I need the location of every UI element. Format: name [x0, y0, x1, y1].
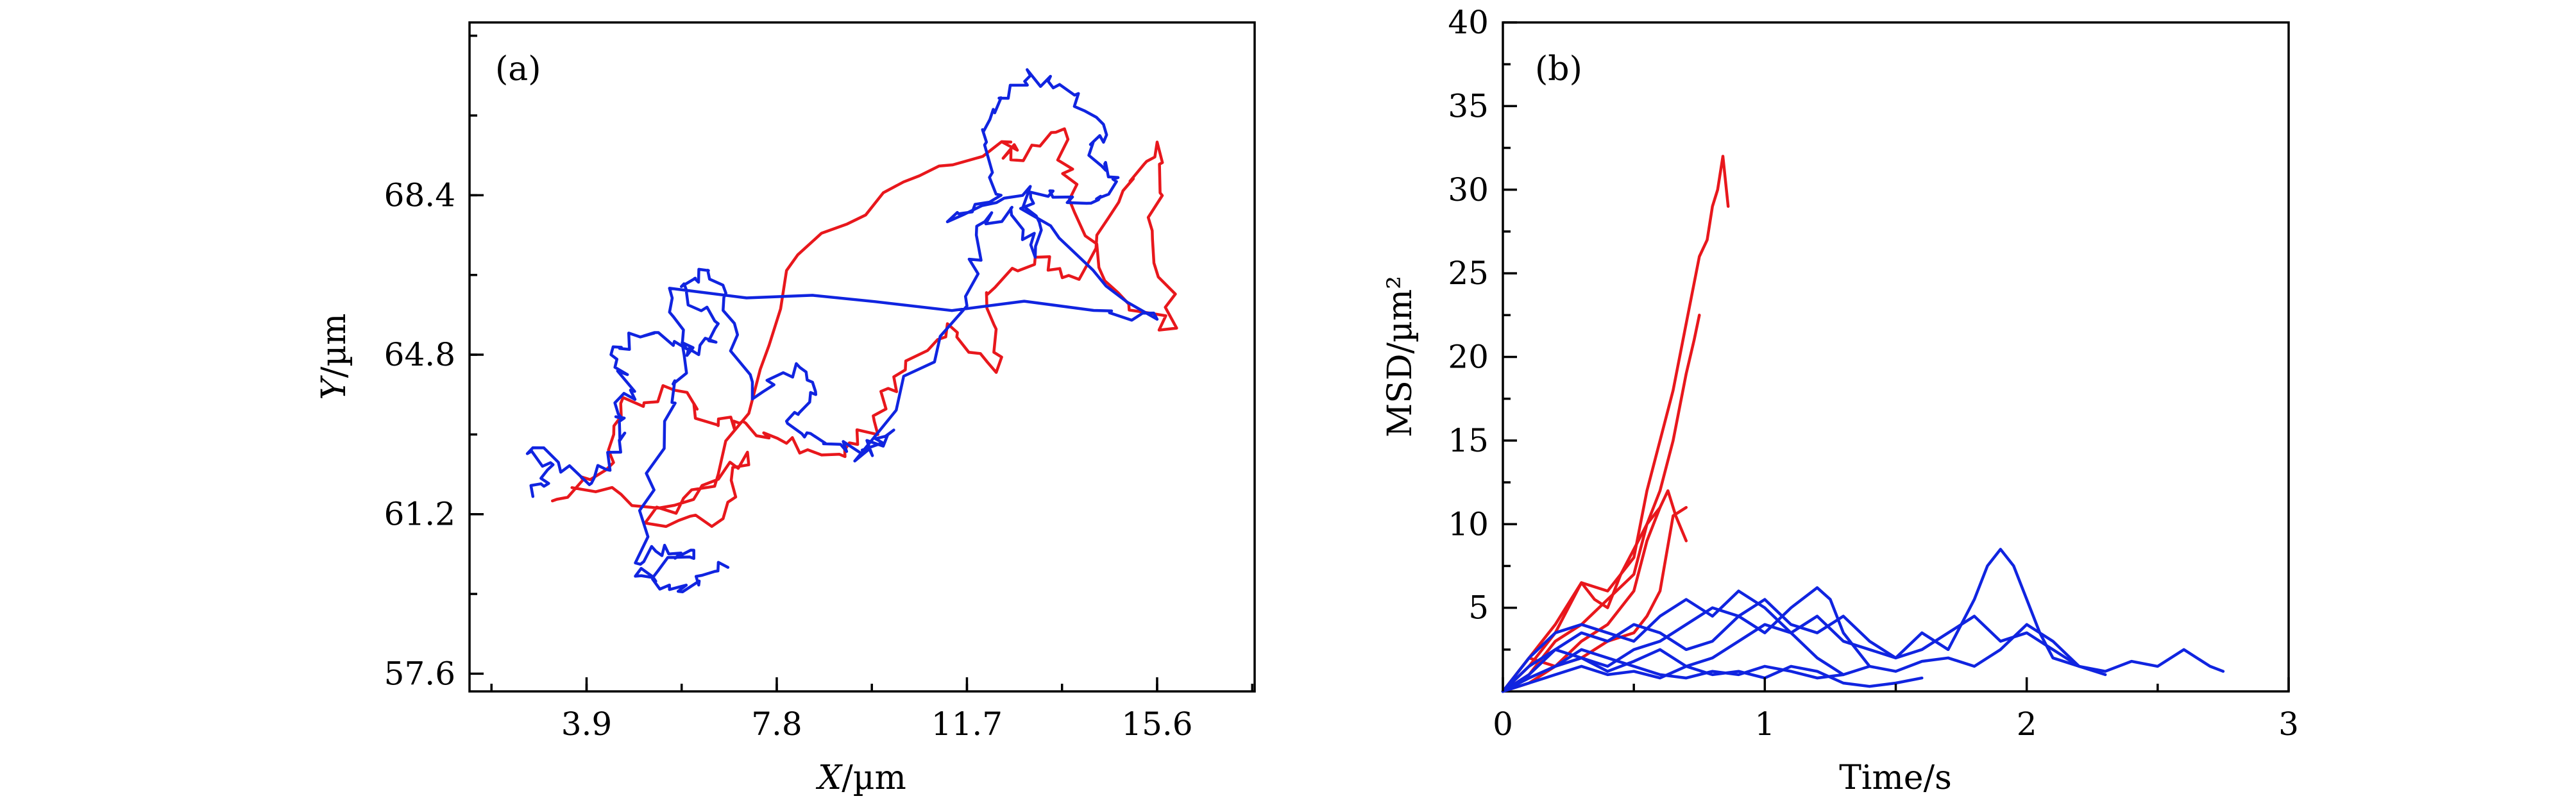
- msd-series-11: [1501, 623, 2081, 693]
- msd-series-4: [1501, 505, 1662, 693]
- trajectory-axis-ticks: 3.9 7.8 11.7 15.6 57.6 61.2 64.8 68.4: [384, 34, 1253, 743]
- x-axis-unit-a: /µm: [842, 759, 906, 797]
- msd-xtick-label-3: 2: [2017, 706, 2037, 743]
- msd-series-6: [1501, 548, 2225, 693]
- y-axis-title-b: MSD/µm²: [1381, 276, 1419, 437]
- x-axis-title-a: X/µm: [815, 759, 906, 797]
- traj-ytick-label-4: 68.4: [384, 176, 455, 214]
- plot-frame-b: [1502, 21, 2290, 693]
- panel-label-a: (a): [495, 50, 541, 89]
- msd-ytick-label-1: 5: [1468, 589, 1489, 627]
- y-axis-unit-a: /µm: [315, 314, 353, 378]
- msd-ytick-label-8: 40: [1448, 4, 1489, 41]
- traj-series-1: [550, 127, 1178, 528]
- x-axis-title-b: Time/s: [1839, 759, 1952, 797]
- traj-ytick-label-2: 61.2: [384, 496, 455, 533]
- x-axis-var-a: X: [815, 759, 843, 797]
- msd-series-9: [1501, 586, 1871, 693]
- traj-xtick-label-2: 7.8: [751, 706, 802, 743]
- msd-ytick-label-2: 10: [1448, 505, 1489, 543]
- msd-xtick-label-1: 0: [1493, 706, 1513, 743]
- traj-xtick-label-3: 11.7: [931, 706, 1003, 743]
- msd-ytick-label-4: 20: [1448, 339, 1489, 376]
- y-axis-var-a: Y: [315, 375, 353, 400]
- msd-series-8: [1501, 589, 1845, 693]
- plot-frame-a: [468, 21, 1256, 693]
- msd-series-7: [1501, 598, 2107, 693]
- msd-series-group: [1501, 155, 2225, 693]
- msd-ytick-label-6: 30: [1448, 171, 1489, 208]
- traj-series-2: [525, 68, 1159, 593]
- msd-xtick-label-2: 1: [1754, 706, 1775, 743]
- panel-label-b: (b): [1535, 50, 1582, 89]
- traj-xtick-label-4: 15.6: [1121, 706, 1192, 743]
- traj-ytick-label-3: 64.8: [384, 336, 455, 373]
- msd-ytick-label-7: 35: [1448, 87, 1489, 124]
- y-axis-title-a: Y/µm: [315, 314, 353, 400]
- msd-series-2: [1501, 314, 1701, 693]
- msd-series-10: [1501, 664, 1924, 693]
- trajectory-series-group: [525, 68, 1178, 593]
- msd-ytick-label-5: 25: [1448, 255, 1489, 292]
- trajectory-panel: 3.9 7.8 11.7 15.657.661.264.868.4 (a) X/µm …: [315, 21, 1256, 797]
- msd-ytick-label-3: 15: [1448, 422, 1489, 459]
- msd-series-1: [1501, 155, 1730, 693]
- traj-ytick-label-1: 57.6: [384, 655, 455, 692]
- msd-xtick-label-4: 3: [2278, 706, 2299, 743]
- traj-xtick-label-1: 3.9: [561, 706, 613, 743]
- msd-series-3: [1501, 489, 1688, 693]
